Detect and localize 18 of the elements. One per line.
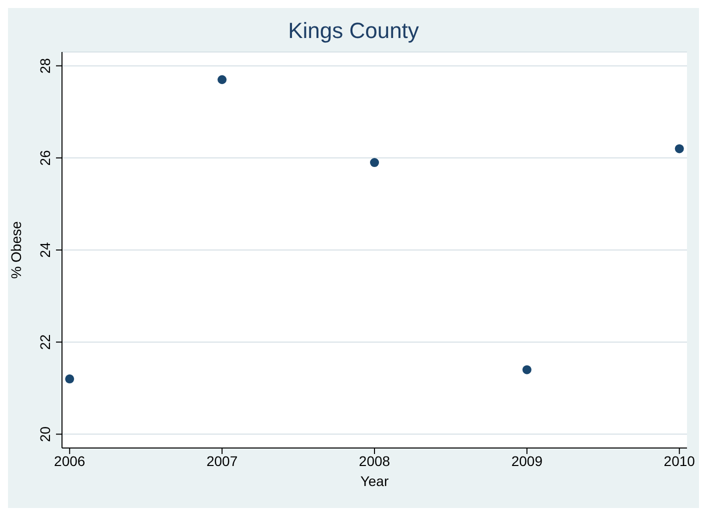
y-tick-label: 24 (37, 242, 53, 258)
x-tick-label: 2006 (54, 452, 86, 469)
y-tick-label: 22 (37, 334, 53, 350)
chart-title: Kings County (287, 17, 420, 45)
point (522, 365, 532, 374)
x-tick-label: 2009 (511, 452, 543, 469)
point (65, 374, 74, 384)
point (674, 144, 684, 154)
y-tick-label: 28 (37, 58, 53, 74)
x-axis-title: Year (360, 473, 389, 489)
y-axis-title: % Obese (8, 220, 24, 279)
x-tick-label: 2008 (358, 452, 390, 469)
x-tick-label: 2010 (664, 452, 696, 469)
x-tick-label: 2007 (206, 452, 238, 469)
y-tick-label: 20 (37, 426, 53, 442)
y-tick-label: 26 (37, 150, 53, 166)
point (218, 75, 227, 84)
point (370, 158, 379, 168)
